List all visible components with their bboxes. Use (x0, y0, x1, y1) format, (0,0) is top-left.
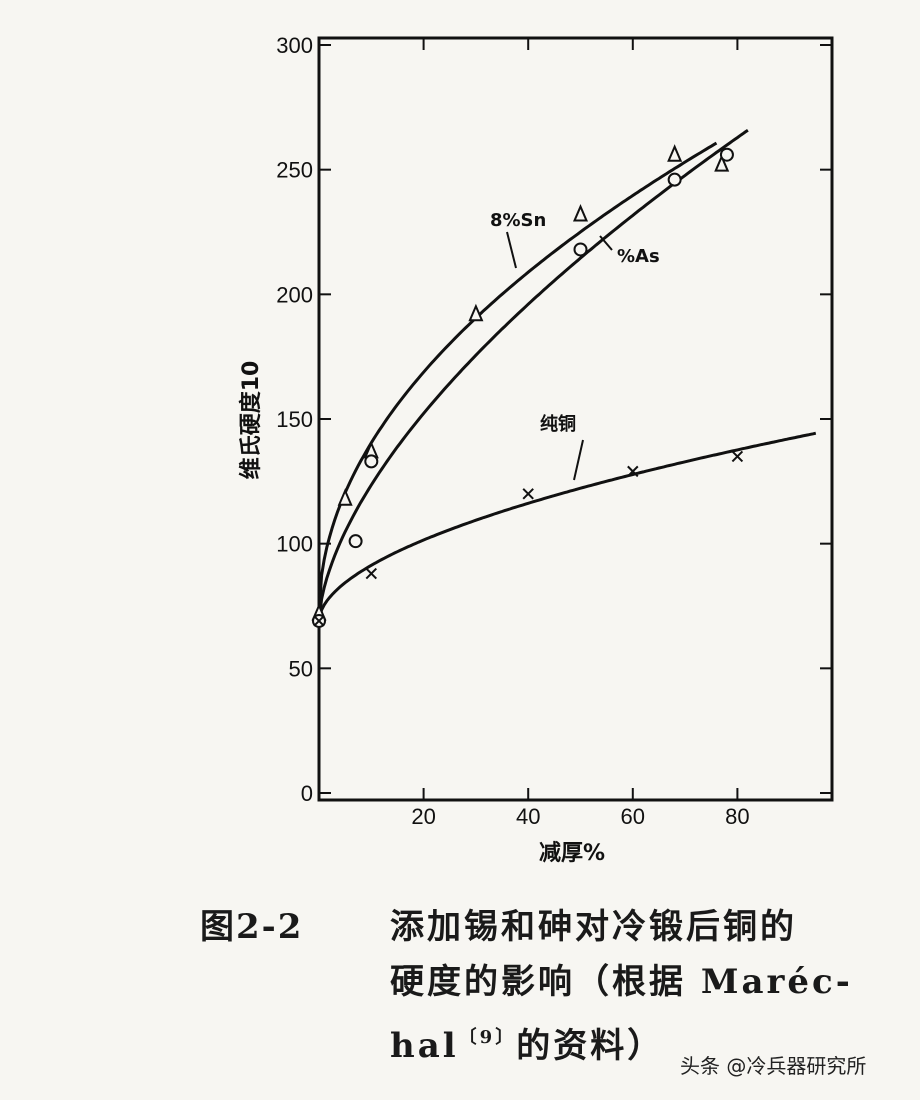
caption-line-1: 添加锡和砷对冷锻后铜的 (390, 907, 797, 947)
y-tick-label: 200 (276, 282, 313, 307)
data-point-triangle (572, 204, 589, 222)
series-leader-as (599, 235, 613, 251)
data-point-triangle (667, 144, 683, 162)
caption-line-3: hal〔9〕的资料） (390, 1010, 664, 1074)
y-tick-label: 300 (276, 33, 313, 58)
data-point-triangle (337, 488, 353, 506)
series-curve-1 (317, 128, 749, 622)
data-point-circle (667, 172, 682, 187)
series-label-sn: 8%Sn (490, 210, 546, 231)
data-point-circle (364, 454, 379, 469)
series-curve-0 (317, 141, 718, 614)
data-point-triangle (468, 303, 484, 322)
y-tick-label: 0 (301, 781, 313, 806)
data-point-x (522, 488, 534, 500)
data-point-x (627, 465, 639, 478)
x-axis-title: 减厚% (539, 840, 605, 866)
caption-line-3-prefix: hal (390, 1026, 459, 1066)
y-tick-label: 100 (276, 532, 313, 557)
data-point-x (365, 567, 378, 580)
series-leader-cu (573, 439, 584, 481)
series-label-cu: 纯铜 (540, 413, 576, 435)
caption-line-3-suffix: 的资料） (516, 1026, 665, 1066)
curves-layer (317, 128, 817, 622)
x-tick-label: 60 (621, 804, 645, 829)
x-tick-label: 80 (725, 804, 749, 829)
data-point-triangle (714, 154, 730, 172)
data-point-circle (719, 147, 734, 162)
markers-layer (311, 144, 744, 628)
data-point-x (313, 615, 325, 627)
watermark: 头条 @冷兵器研究所 (680, 1054, 867, 1078)
data-point-x (731, 450, 744, 463)
x-tick-label: 20 (411, 804, 435, 829)
data-point-circle (573, 242, 588, 257)
x-tick-label: 40 (516, 804, 540, 829)
caption-line-2: 硬度的影响（根据 Maréc- (390, 962, 853, 1002)
series-leader-sn (506, 231, 517, 269)
tick-layer: 0 50 100 150 200 250 300 20 40 60 80 (276, 33, 832, 829)
figure-number: 图2-2 (200, 907, 304, 947)
y-axis-title: 维氏硬度10 (238, 361, 264, 480)
y-tick-label: 150 (276, 407, 313, 432)
y-tick-label: 250 (276, 158, 313, 183)
data-point-circle (348, 534, 363, 549)
caption-reference: 〔9〕 (458, 1027, 517, 1048)
y-tick-label: 50 (289, 656, 313, 681)
chart: 0 50 100 150 200 250 300 20 40 60 80 维氏硬度10 减厚% 8%… (238, 33, 834, 866)
series-label-as: %As (617, 246, 660, 267)
